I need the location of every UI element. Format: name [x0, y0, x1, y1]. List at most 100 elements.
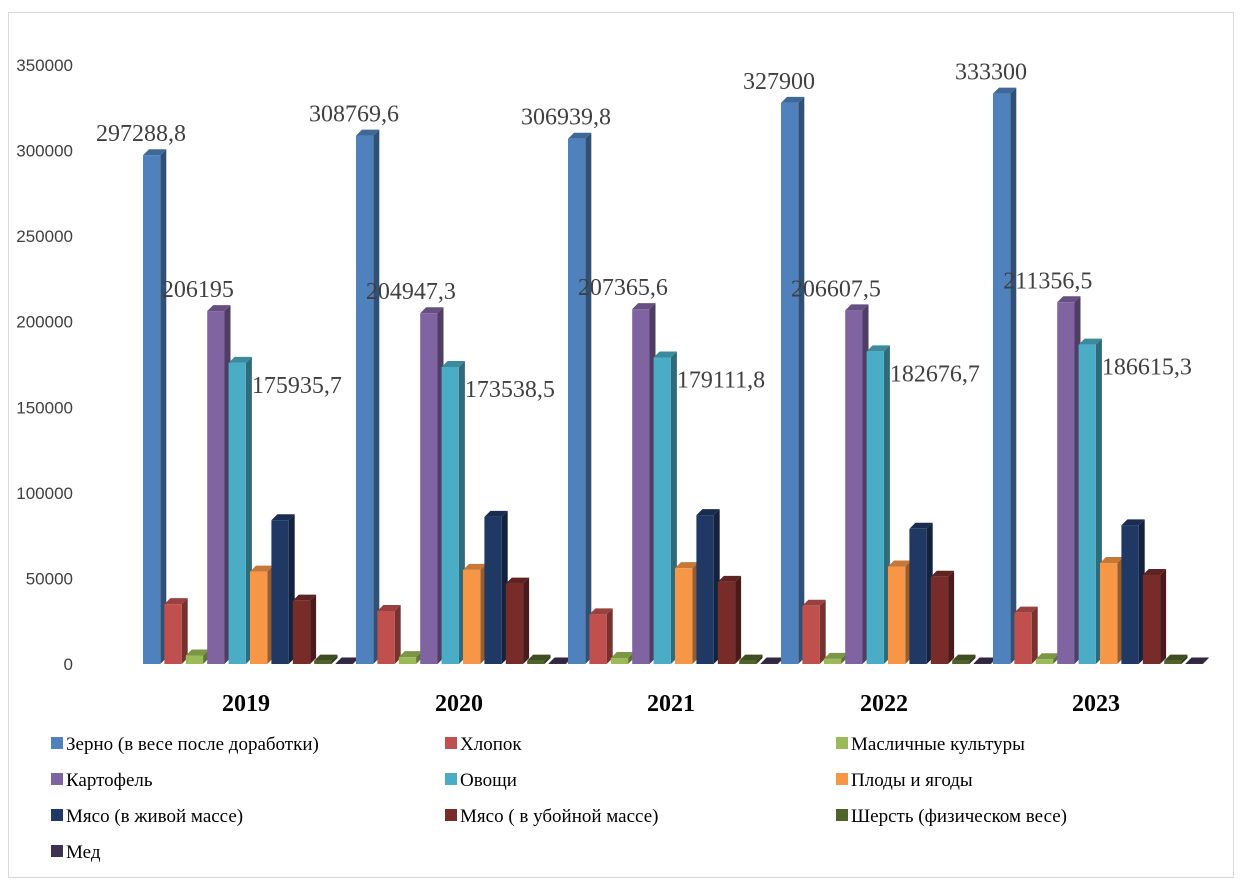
- bar-side: [394, 604, 401, 664]
- bar-front: [484, 516, 502, 664]
- bar: [653, 351, 677, 664]
- bar-front: [420, 313, 438, 664]
- x-tick-label: 2022: [860, 691, 908, 717]
- bar: [1185, 657, 1209, 664]
- y-tick-label: 0: [64, 655, 73, 674]
- bar-front: [1035, 659, 1054, 664]
- bar-top: [505, 577, 530, 584]
- bar-side: [544, 654, 551, 664]
- data-labels: 297288,8 206195 175935,7 308769,6 204947,3 17…: [96, 60, 1192, 403]
- bar: [1078, 338, 1102, 664]
- bar: [505, 577, 530, 664]
- bar: [143, 149, 167, 665]
- bar-top: [441, 361, 465, 368]
- y-axis: 0 50000 100000 150000 200000 250000 300000 3500…: [16, 56, 73, 674]
- bar-front: [993, 93, 1011, 664]
- bar-side: [310, 594, 317, 664]
- legend-swatch: [836, 737, 848, 749]
- data-label: 186615,3: [1102, 355, 1192, 381]
- bar-top: [909, 522, 933, 529]
- bar-side: [756, 654, 763, 664]
- bar: [228, 356, 252, 664]
- bar-top: [717, 575, 742, 582]
- y-tick-label: 250000: [16, 227, 73, 246]
- bar-front: [548, 663, 566, 664]
- y-tick-label: 300000: [16, 142, 73, 161]
- bar-side: [1202, 657, 1209, 664]
- bar-top: [271, 514, 295, 521]
- bar-top: [185, 649, 210, 656]
- bar-front: [717, 581, 736, 664]
- bar-top: [610, 652, 635, 659]
- bar-side: [1031, 606, 1038, 664]
- y-tick-label: 200000: [16, 313, 73, 332]
- bar-front: [823, 658, 842, 664]
- bar: [888, 560, 912, 664]
- legend-item: Хлопок: [445, 734, 522, 755]
- bar-side: [160, 149, 167, 665]
- bar-front: [398, 657, 417, 664]
- bar-top: [250, 565, 274, 572]
- bar-front: [356, 135, 374, 665]
- bar: [185, 649, 210, 664]
- legend-item: Плоды и ягоды: [836, 770, 973, 791]
- bar-front: [228, 362, 246, 664]
- bar-front: [781, 102, 799, 664]
- bar: [589, 608, 613, 664]
- bar: [1121, 519, 1145, 664]
- bar-top: [1035, 653, 1060, 660]
- bar: [760, 657, 784, 664]
- bar-front: [973, 663, 991, 664]
- bar-front: [271, 520, 289, 664]
- bar: [717, 575, 742, 664]
- bar-front: [505, 583, 524, 664]
- bar-front: [952, 660, 970, 664]
- legend-swatch: [836, 809, 848, 821]
- legend-swatch: [51, 809, 63, 821]
- bar-front: [568, 138, 586, 664]
- data-label: 297288,8: [96, 121, 186, 147]
- bar-top: [1057, 296, 1081, 303]
- bar-top: [866, 345, 890, 352]
- chart-svg: 0 50000 100000 150000 200000 250000 300000 3500…: [16, 56, 1209, 863]
- legend-label: Картофель: [66, 770, 153, 791]
- legend-item: Мясо ( в убойной массе): [445, 806, 658, 827]
- data-label: 206607,5: [791, 276, 881, 302]
- bar-front: [653, 357, 671, 664]
- bar: [1100, 557, 1124, 664]
- bar-top: [164, 598, 188, 605]
- bar: [164, 598, 188, 664]
- chart-frame: 0 50000 100000 150000 200000 250000 300000 3500…: [8, 12, 1234, 878]
- legend-label: Плоды и ягоды: [851, 770, 973, 791]
- data-label: 207365,6: [578, 275, 668, 301]
- bar-front: [1142, 575, 1161, 664]
- bar-top: [1142, 569, 1167, 576]
- bar-top: [143, 149, 167, 156]
- data-label: 175935,7: [252, 373, 342, 399]
- bar-front: [866, 351, 884, 664]
- bar: [335, 657, 359, 664]
- bar-top: [739, 654, 763, 661]
- legend-swatch: [836, 773, 848, 785]
- legend-label: Масличные культуры: [851, 734, 1025, 755]
- bar-front: [802, 605, 820, 664]
- bar-front: [463, 569, 481, 664]
- bar: [250, 565, 274, 664]
- legend-label: Хлопок: [460, 734, 522, 755]
- legend-swatch: [445, 737, 457, 749]
- y-tick-label: 150000: [16, 398, 73, 417]
- bar: [441, 361, 465, 664]
- bar-top: [930, 570, 955, 577]
- bar-front: [739, 660, 757, 664]
- bar-side: [1010, 87, 1017, 664]
- bar-front: [377, 610, 395, 664]
- bar-top: [292, 594, 317, 601]
- bar-front: [1014, 612, 1032, 664]
- y-tick-label: 100000: [16, 484, 73, 503]
- bar-top: [1164, 654, 1188, 661]
- legend-item: Овощи: [445, 770, 517, 791]
- bar-front: [441, 367, 459, 664]
- bar-side: [606, 608, 613, 664]
- bar-top: [845, 304, 869, 311]
- bar-top: [420, 307, 444, 314]
